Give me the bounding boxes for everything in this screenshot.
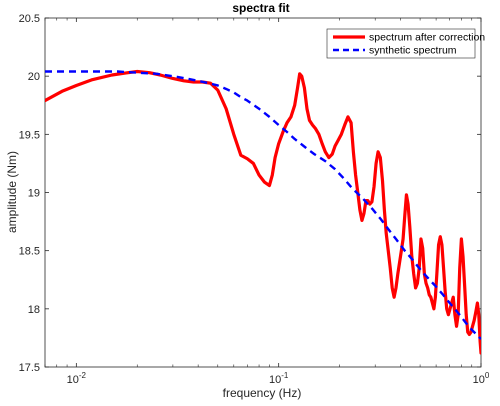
plot-series: [45, 69, 481, 355]
legend: spectrum after correction synthetic spec…: [326, 28, 485, 59]
x-axis-label: frequency (Hz): [223, 386, 302, 400]
x-tick-label: 100: [473, 371, 490, 386]
legend-label-synthetic: synthetic spectrum: [369, 45, 457, 57]
y-tick-label: 19.5: [19, 129, 40, 141]
y-tick-label: 20: [28, 71, 40, 83]
axis-ticks: 17.5 18 18.5 19 19.5 20 20.5 10-2 10-1 100: [19, 13, 490, 386]
y-tick-label: 18.5: [19, 246, 40, 258]
x-tick-label: 10-1: [269, 371, 289, 386]
y-tick-label: 18: [28, 304, 40, 316]
chart-title: spectra fit: [232, 1, 289, 15]
synthetic-spectrum-line: [45, 70, 481, 340]
spectrum-after-correction-line: [45, 69, 481, 355]
x-tick-label: 10-2: [67, 371, 87, 386]
y-tick-label: 17.5: [19, 362, 40, 374]
y-axis-label: amplitude (Nm): [5, 151, 19, 233]
legend-box: [326, 28, 476, 59]
y-tick-label: 20.5: [19, 13, 40, 25]
legend-label-spectrum: spectrum after correction: [369, 32, 485, 44]
plot-area: [44, 17, 482, 368]
y-tick-label: 19: [28, 188, 40, 200]
